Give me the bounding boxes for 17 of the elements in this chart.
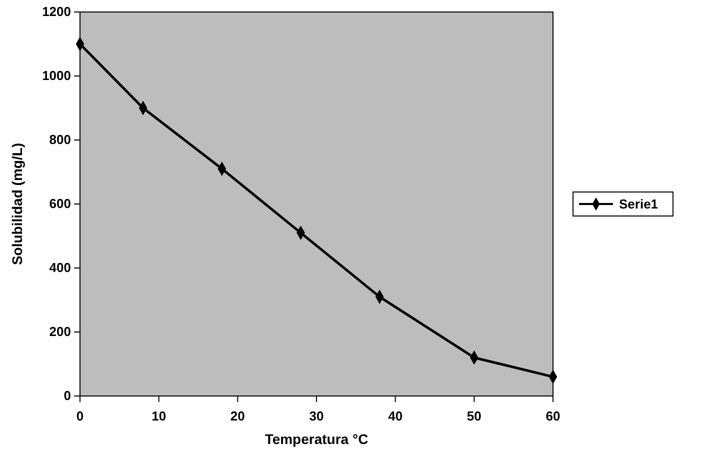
y-tick-label: 800 [49, 132, 71, 148]
x-tick-label: 40 [388, 408, 403, 424]
x-axis-title: Temperatura °C [264, 431, 368, 447]
y-tick-label: 400 [49, 260, 71, 276]
x-tick-label: 20 [230, 408, 245, 424]
x-tick-label: 0 [76, 408, 84, 424]
y-axis-title: Solubilidad (mg/L) [9, 142, 25, 266]
x-tick-label: 10 [152, 408, 166, 424]
y-tick-label: 0 [64, 388, 71, 404]
x-tick-label: 60 [546, 408, 560, 424]
y-tick-label: 1200 [42, 4, 71, 20]
y-tick-label: 600 [49, 196, 71, 212]
legend-label: Serie1 [619, 196, 658, 212]
y-tick-label: 200 [49, 324, 71, 340]
y-tick-label: 1000 [42, 68, 71, 84]
x-tick-label: 50 [466, 408, 482, 424]
x-tick-label: 30 [309, 408, 324, 424]
